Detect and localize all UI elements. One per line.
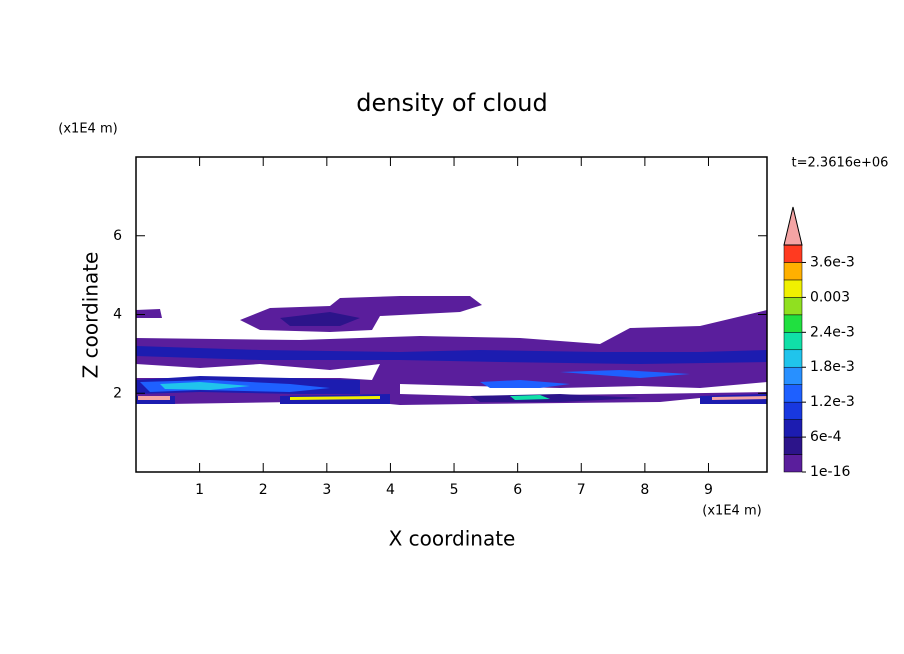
colorbar-overflow — [783, 206, 803, 246]
colorbar-band — [783, 349, 803, 368]
colorbar-tick-label: 1.8e-3 — [810, 359, 855, 375]
colorbar-tick-label: 1.2e-3 — [810, 394, 855, 410]
x-axis-label: X coordinate — [389, 527, 516, 551]
colorbar-band — [783, 332, 803, 351]
x-tick-label: 5 — [450, 482, 459, 498]
contour-region — [138, 396, 170, 400]
contour-region — [280, 312, 360, 326]
contour-region — [290, 396, 380, 400]
contour-region — [136, 346, 767, 364]
contour-field — [136, 296, 767, 405]
contour-region — [136, 309, 162, 318]
contour-region — [160, 382, 250, 390]
colorbar-band — [783, 401, 803, 420]
colorbar-tick-label: 2.4e-3 — [810, 324, 855, 340]
contour-region — [712, 396, 767, 400]
colorbar-band — [783, 436, 803, 455]
colorbar-band — [783, 366, 803, 385]
colorbar-band — [783, 314, 803, 333]
y-tick-label: 6 — [113, 228, 122, 244]
contour-gap — [136, 364, 380, 380]
colorbar-band — [783, 244, 803, 263]
y-unit: (x1E4 m) — [58, 122, 117, 137]
contour-gap — [400, 382, 767, 396]
y-tick-label: 2 — [113, 385, 122, 401]
colorbar-band — [783, 262, 803, 281]
x-tick-label: 1 — [195, 482, 204, 498]
x-tick-label: 4 — [386, 482, 395, 498]
y-axis-label: Z coordinate — [79, 252, 103, 379]
x-tick-label: 8 — [640, 482, 649, 498]
colorbar-band — [783, 279, 803, 298]
chart-title: density of cloud — [356, 89, 547, 117]
contour-region — [480, 380, 570, 388]
contour-region — [240, 296, 482, 332]
plot-frame — [135, 156, 768, 473]
colorbar-tick-label: 6e-4 — [810, 429, 842, 445]
x-tick-label: 9 — [704, 482, 713, 498]
contour-region — [560, 370, 690, 378]
time-annotation: t=2.3616e+06 — [792, 156, 889, 171]
colorbar-tick-label: 0.003 — [810, 289, 850, 305]
x-tick-label: 2 — [259, 482, 268, 498]
x-unit: (x1E4 m) — [702, 504, 761, 519]
contour-region — [510, 395, 550, 400]
x-tick-label: 7 — [577, 482, 586, 498]
x-tick-label: 6 — [513, 482, 522, 498]
colorbar-tick-label: 3.6e-3 — [810, 254, 855, 270]
colorbar-band — [783, 454, 803, 473]
colorbar-band — [783, 384, 803, 403]
x-tick-label: 3 — [322, 482, 331, 498]
colorbar-band — [783, 419, 803, 438]
colorbar-band — [783, 297, 803, 316]
colorbar-tick-label: 1e-16 — [810, 464, 850, 480]
y-tick-label: 4 — [113, 307, 122, 323]
